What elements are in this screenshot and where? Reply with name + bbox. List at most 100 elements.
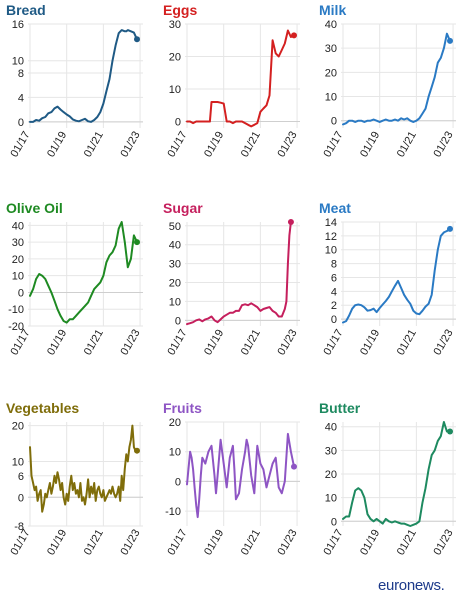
y-tick-label: 50 [169, 221, 181, 233]
x-tick-label: 01/21 [395, 528, 419, 558]
y-tick-label: 0 [331, 314, 337, 326]
x-tick-label: 01/17 [165, 130, 189, 160]
x-tick-label: 01/19 [202, 328, 226, 358]
series-line [187, 434, 294, 517]
y-tick-label: 10 [325, 493, 337, 505]
y-tick-label: 20 [169, 417, 181, 429]
series-line [30, 30, 137, 122]
y-tick-label: 40 [169, 240, 181, 252]
y-tick-label: 20 [169, 52, 181, 64]
y-tick-label: 0 [175, 117, 181, 129]
y-tick-label: 10 [169, 84, 181, 96]
x-tick-label: 01/23 [431, 528, 455, 558]
y-tick-label: 0 [18, 117, 24, 129]
x-tick-label: 01/23 [431, 130, 455, 160]
y-tick-label: 20 [12, 254, 24, 266]
y-tick-label: 0 [175, 315, 181, 327]
chart-panel: Meat 0 2 4 6 8 10 12 14 01/17 01/19 01/21 01/23 [313, 198, 457, 398]
x-tick-label: 01/19 [202, 528, 226, 558]
x-tick-label: 01/17 [8, 130, 32, 160]
line-chart: 01020304001/17 01/19 01/21 01/23 [313, 398, 457, 598]
x-tick-label: 01/21 [82, 328, 106, 358]
x-tick-label: 01/21 [82, 528, 106, 558]
x-tick-label: 01/23 [118, 328, 142, 358]
series-line [187, 222, 291, 324]
chart-panel: Bread 0 4 8 10 16 01/17 01/19 01/21 01/23 [0, 0, 152, 200]
x-tick-label: 01/23 [275, 130, 299, 160]
x-tick-label: 01/17 [321, 130, 345, 160]
line-chart: 0 10 20 30 40 50 01/17 01/19 01/21 01/23 [157, 198, 309, 398]
x-tick-label: 01/17 [8, 528, 32, 558]
line-chart: 0 4 810 16 01/17 01/19 01/21 01/23 [0, 0, 152, 200]
chart-panel: Vegetables -8 0 6 10 20 01/17 01/19 01/21 01/23 [0, 398, 152, 598]
x-tick-label: 01/21 [239, 328, 263, 358]
chart-panel: Eggs 0 10 20 30 01/17 01/19 01/21 01/23 [157, 0, 309, 200]
y-tick-label: 14 [325, 217, 337, 229]
x-tick-label: 01/19 [45, 328, 69, 358]
line-chart: -10 0 10 20 01/17 01/19 01/21 01/23 [157, 398, 309, 598]
y-tick-label: 0 [331, 116, 337, 128]
euronews-logo: euronews. [378, 577, 445, 594]
line-chart: 0 10 20 30 01/17 01/19 01/21 01/23 [157, 0, 309, 200]
x-tick-label: 01/19 [358, 130, 382, 160]
x-tick-label: 01/17 [321, 528, 345, 558]
y-tick-label: 10 [325, 245, 337, 257]
y-tick-label: 0 [175, 476, 181, 488]
end-point-marker [134, 239, 140, 245]
y-tick-label: 20 [169, 278, 181, 290]
chart-panel: Sugar 0 10 20 30 40 50 01/17 01/19 01/21 01/23 [157, 198, 309, 398]
series-line [30, 426, 137, 512]
x-tick-label: 01/19 [202, 130, 226, 160]
y-tick-label: 0 [331, 516, 337, 528]
y-tick-label: -10 [8, 304, 24, 316]
x-tick-label: 01/17 [165, 528, 189, 558]
y-tick-label: 30 [325, 43, 337, 55]
x-tick-label: 01/17 [165, 328, 189, 358]
end-point-marker [447, 428, 453, 434]
end-point-marker [447, 38, 453, 44]
y-tick-label: 2 [331, 300, 337, 312]
x-tick-label: 01/23 [275, 528, 299, 558]
line-chart: 0 2 4 68 10 12 14 01/17 01/19 01/21 01/23 [313, 198, 457, 398]
end-point-marker [447, 226, 453, 232]
x-tick-label: 01/21 [82, 130, 106, 160]
x-tick-label: 01/19 [358, 328, 382, 358]
line-chart: 01020304001/17 01/19 01/21 01/23 [313, 0, 457, 200]
y-tick-label: 10 [325, 92, 337, 104]
end-point-marker [288, 219, 294, 225]
y-tick-label: 4 [18, 92, 24, 104]
y-tick-label: 30 [169, 259, 181, 271]
chart-panel: Fruits -10 0 10 20 01/17 01/19 01/21 01/23 [157, 398, 309, 598]
y-tick-label: 0 [18, 287, 24, 299]
y-tick-label: 30 [325, 445, 337, 457]
x-tick-label: 01/23 [275, 328, 299, 358]
x-tick-label: 01/19 [45, 130, 69, 160]
x-tick-label: 01/19 [358, 528, 382, 558]
y-tick-label: 20 [12, 421, 24, 433]
y-tick-label: -10 [165, 506, 181, 518]
x-tick-label: 01/19 [45, 528, 69, 558]
chart-panel: Milk 0 10 20 30 40 01/17 01/19 01/21 01/23 [313, 0, 457, 200]
end-point-marker [134, 36, 140, 42]
y-tick-label: 30 [12, 237, 24, 249]
x-tick-label: 01/21 [239, 528, 263, 558]
y-tick-label: 0 [18, 492, 24, 504]
chart-panel: Olive Oil -20 -10 0 10 20 30 40 01/17 01/19 01/21… [0, 198, 152, 398]
x-tick-label: 01/23 [118, 130, 142, 160]
y-tick-label: 10 [12, 456, 24, 468]
series-line [343, 34, 450, 125]
y-tick-label: 10 [169, 296, 181, 308]
x-tick-label: 01/21 [395, 328, 419, 358]
series-line [30, 222, 137, 323]
y-tick-label: 10 [169, 447, 181, 459]
x-tick-label: 01/23 [118, 528, 142, 558]
end-point-marker [291, 32, 297, 38]
end-point-marker [134, 448, 140, 454]
x-tick-label: 01/21 [239, 130, 263, 160]
y-tick-label: 16 [12, 19, 24, 31]
y-tick-label: 8 [18, 68, 24, 80]
y-tick-label: 6 [331, 272, 337, 284]
y-tick-label: 12 [325, 231, 337, 243]
y-tick-label: 30 [169, 19, 181, 31]
